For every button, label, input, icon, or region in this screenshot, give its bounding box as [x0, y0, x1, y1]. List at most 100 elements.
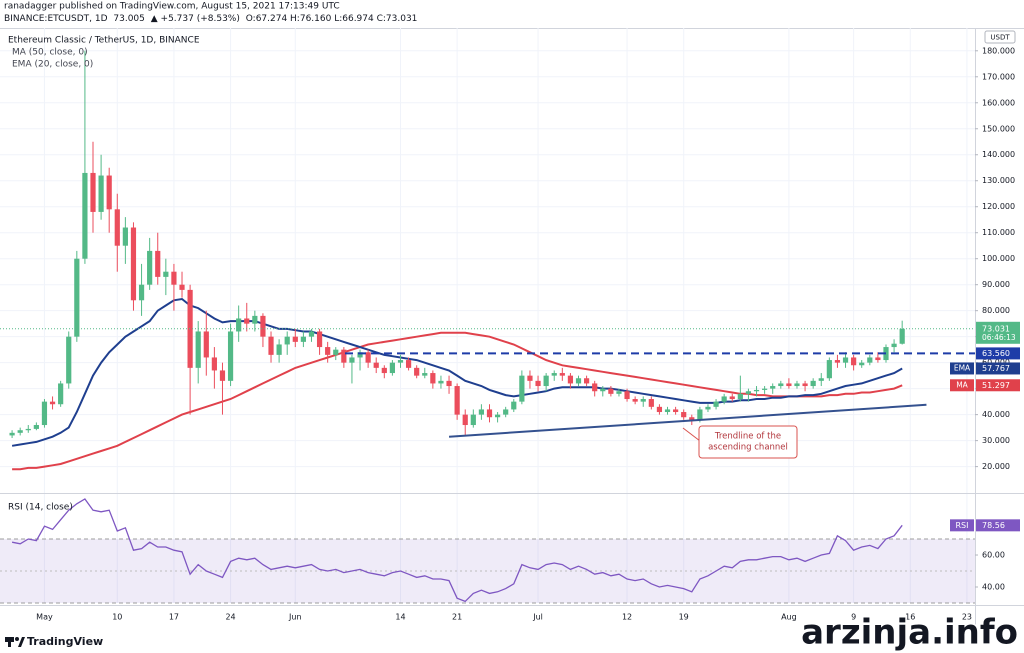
candle-body [155, 250, 161, 277]
series-value: 51.297 [982, 381, 1010, 390]
candle-body [341, 349, 347, 363]
x-tick-label: Jun [288, 613, 302, 622]
pane-separator [0, 493, 1024, 494]
candle-body [600, 388, 606, 392]
x-tick-label: 21 [452, 613, 462, 622]
candle-body [859, 362, 865, 366]
candle-body [818, 378, 824, 381]
y-tick-label: 130.000 [982, 176, 1015, 185]
unit: USDT [990, 34, 1010, 42]
x-tick-label: 10 [112, 613, 122, 622]
candle-body [292, 336, 298, 342]
logo-mark [8, 637, 11, 647]
candle-body [656, 406, 663, 413]
candle-body [25, 428, 31, 431]
candle-body [325, 347, 331, 355]
candle-body [851, 357, 857, 366]
candle-body [681, 412, 687, 418]
candle-body [163, 271, 169, 277]
candle-body [721, 396, 727, 402]
candle-body [414, 367, 420, 376]
candle-body [478, 409, 485, 415]
candle-body [82, 172, 88, 259]
brand: TradingView [27, 635, 103, 648]
candle-body [867, 357, 873, 363]
candle-body [171, 271, 177, 285]
candle-body [470, 414, 476, 426]
x-tick-label: May [36, 613, 53, 622]
candle-body [446, 380, 452, 387]
candle-body [195, 331, 201, 368]
time-axis-border [0, 605, 1024, 606]
candle-body [9, 432, 15, 436]
candle-body [373, 362, 379, 368]
y-tick-label: 90.000 [982, 280, 1010, 289]
candle-body [438, 380, 444, 384]
candle-body [875, 357, 881, 361]
x-tick-label: 9 [851, 613, 856, 622]
candle-body [138, 284, 145, 301]
candle-body [58, 383, 64, 405]
candle-body [236, 318, 242, 332]
candle-body [17, 430, 23, 433]
y-tick-label: 100.000 [982, 254, 1015, 263]
candle-body [454, 386, 460, 415]
candle-body [365, 352, 371, 363]
candle-body [503, 409, 509, 415]
candle-body [203, 331, 209, 358]
x-tick-label: 24 [225, 613, 235, 622]
x-tick-label: 14 [395, 613, 405, 622]
watermark: arzinja.info [801, 613, 1018, 653]
candle-body [608, 388, 614, 394]
candle-body [486, 409, 493, 418]
byline: ranadagger published on TradingView.com,… [4, 2, 340, 12]
candle-body [211, 357, 217, 371]
candle-body [33, 425, 39, 429]
candle-body [891, 343, 897, 348]
candle-body [673, 409, 679, 413]
candle-body [227, 331, 234, 381]
price-change: ▲ +5.737 (+8.53%) [151, 14, 240, 24]
y-tick-label: 40.000 [982, 410, 1010, 419]
series-tag: MA [956, 380, 968, 389]
candle-body [535, 380, 541, 387]
candle-body [567, 375, 574, 384]
logo [5, 637, 25, 647]
candle-body [640, 399, 646, 402]
candle-body [422, 373, 428, 376]
level-label: 63.560 [982, 349, 1010, 358]
x-tick-label: 17 [169, 613, 179, 622]
logo-mark [18, 637, 25, 647]
candle-body [74, 258, 80, 337]
candle-body [826, 360, 832, 379]
candle-body [705, 406, 711, 410]
candle-body [244, 318, 250, 324]
candle-body [770, 386, 776, 389]
legend-entry: MA (50, close, 0) [12, 48, 88, 58]
candle-body [130, 227, 137, 301]
candle-body [349, 357, 355, 363]
candle-body [106, 175, 112, 210]
last-price-box [976, 321, 1020, 344]
candle-body [494, 414, 501, 418]
candle-body [357, 352, 363, 358]
candle-body [41, 401, 48, 426]
candle-body [114, 209, 120, 246]
candle-body [219, 370, 226, 381]
y-tick-label: 140.000 [982, 150, 1015, 159]
symbol: BINANCE:ETCUSDT, 1D [4, 14, 108, 24]
candle-body [405, 360, 412, 368]
candle-body [689, 417, 695, 420]
candle-body [753, 389, 760, 392]
rsi-tag-box [950, 519, 974, 532]
candle-body [284, 336, 290, 345]
candle-body [147, 250, 153, 285]
callout-text: Trendline of the [714, 432, 781, 442]
candle-body [397, 360, 404, 363]
series-value: 57.767 [982, 364, 1010, 373]
y-tick-label: 170.000 [982, 72, 1015, 81]
last-price-label: 73.031 [982, 324, 1010, 333]
countdown: 06:46:13 [982, 333, 1016, 342]
candle-body [511, 401, 517, 410]
